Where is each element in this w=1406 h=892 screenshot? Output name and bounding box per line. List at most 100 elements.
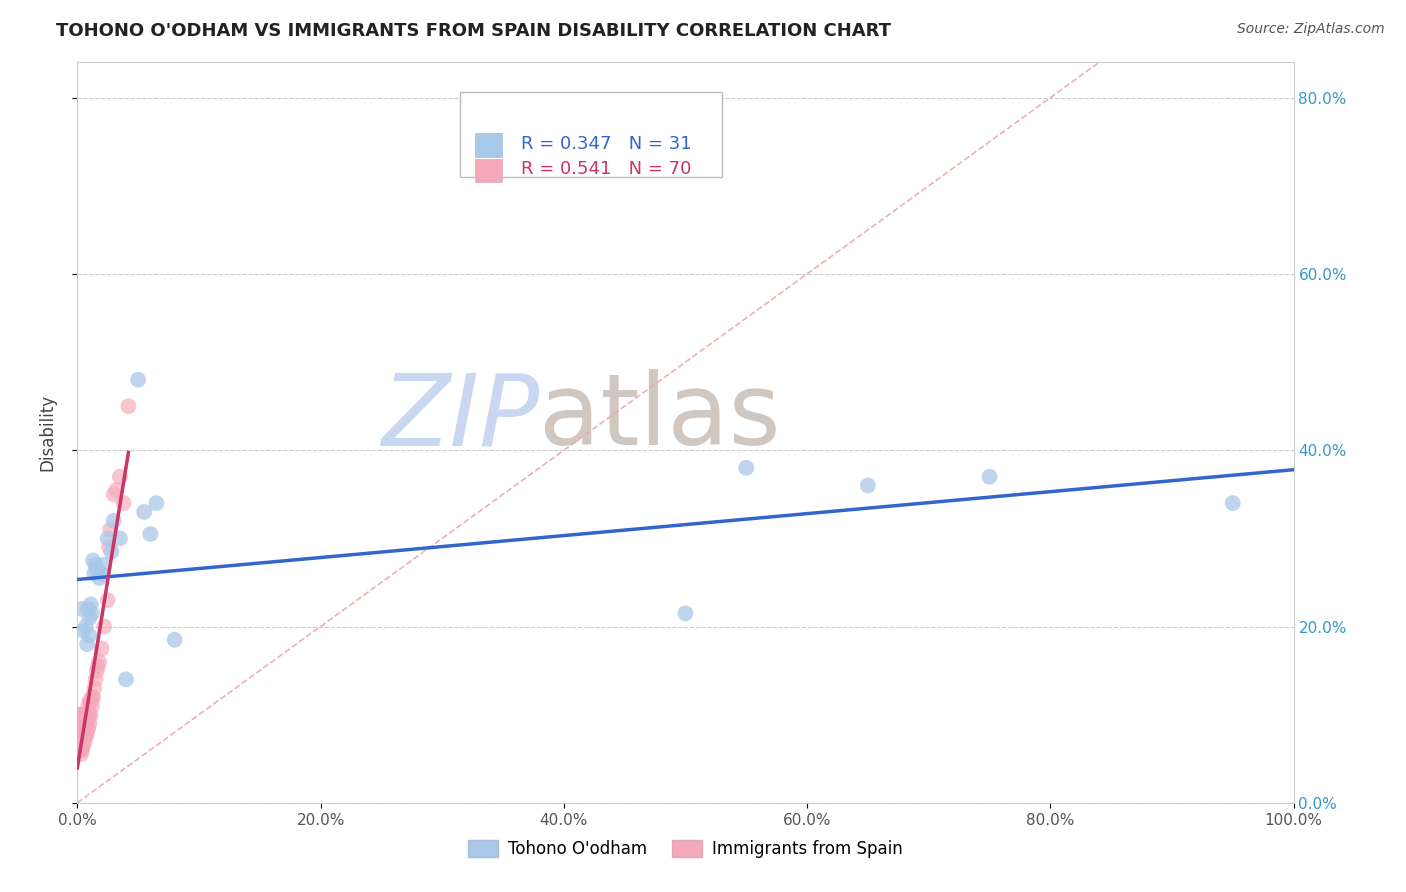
Immigrants from Spain <box>73 730 96 744</box>
Tohono O'odham <box>675 607 697 621</box>
Immigrants from Spain <box>67 730 90 744</box>
Immigrants from Spain <box>89 655 111 669</box>
Immigrants from Spain <box>79 694 101 708</box>
Immigrants from Spain <box>72 730 94 744</box>
Immigrants from Spain <box>67 707 90 722</box>
Tohono O'odham <box>93 558 115 572</box>
Immigrants from Spain <box>86 664 108 678</box>
Y-axis label: Disability: Disability <box>38 394 56 471</box>
Immigrants from Spain <box>76 707 98 722</box>
Text: TOHONO O'ODHAM VS IMMIGRANTS FROM SPAIN DISABILITY CORRELATION CHART: TOHONO O'ODHAM VS IMMIGRANTS FROM SPAIN … <box>56 22 891 40</box>
Immigrants from Spain <box>77 721 100 735</box>
Immigrants from Spain <box>70 725 93 739</box>
Immigrants from Spain <box>79 707 101 722</box>
Immigrants from Spain <box>67 734 90 748</box>
Immigrants from Spain <box>67 716 90 731</box>
Immigrants from Spain <box>80 698 103 713</box>
Immigrants from Spain <box>69 725 91 739</box>
Immigrants from Spain <box>75 730 97 744</box>
Immigrants from Spain <box>80 694 103 708</box>
Tohono O'odham <box>89 571 111 585</box>
Tohono O'odham <box>115 673 138 687</box>
Tohono O'odham <box>79 628 101 642</box>
Immigrants from Spain <box>69 739 91 753</box>
Tohono O'odham <box>103 514 125 528</box>
FancyBboxPatch shape <box>460 92 721 178</box>
Text: R = 0.347   N = 31: R = 0.347 N = 31 <box>522 135 692 153</box>
Immigrants from Spain <box>77 712 100 726</box>
Immigrants from Spain <box>70 739 93 753</box>
Immigrants from Spain <box>70 734 93 748</box>
Tohono O'odham <box>856 478 879 492</box>
Immigrants from Spain <box>77 698 100 713</box>
Immigrants from Spain <box>72 739 94 753</box>
Tohono O'odham <box>127 373 149 387</box>
Immigrants from Spain <box>69 721 91 735</box>
Immigrants from Spain <box>75 707 97 722</box>
Immigrants from Spain <box>80 690 103 704</box>
Immigrants from Spain <box>83 681 105 696</box>
Immigrants from Spain <box>105 483 128 497</box>
Text: atlas: atlas <box>540 369 782 467</box>
Text: Source: ZipAtlas.com: Source: ZipAtlas.com <box>1237 22 1385 37</box>
Immigrants from Spain <box>103 487 125 501</box>
FancyBboxPatch shape <box>475 159 502 182</box>
Tohono O'odham <box>80 598 103 612</box>
Immigrants from Spain <box>70 747 93 762</box>
Immigrants from Spain <box>72 734 94 748</box>
Immigrants from Spain <box>97 593 120 607</box>
Immigrants from Spain <box>70 743 93 757</box>
Tohono O'odham <box>83 566 105 581</box>
Tohono O'odham <box>84 558 107 572</box>
Immigrants from Spain <box>76 725 98 739</box>
Immigrants from Spain <box>70 707 93 722</box>
Immigrants from Spain <box>73 721 96 735</box>
Immigrants from Spain <box>70 707 93 722</box>
FancyBboxPatch shape <box>475 133 502 157</box>
Immigrants from Spain <box>67 743 90 757</box>
Immigrants from Spain <box>76 716 98 731</box>
Immigrants from Spain <box>75 716 97 731</box>
Immigrants from Spain <box>70 725 93 739</box>
Immigrants from Spain <box>73 712 96 726</box>
Immigrants from Spain <box>84 673 107 687</box>
Tohono O'odham <box>80 607 103 621</box>
Tohono O'odham <box>1222 496 1244 510</box>
Immigrants from Spain <box>117 399 139 413</box>
Tohono O'odham <box>79 610 101 624</box>
Immigrants from Spain <box>108 469 131 483</box>
Immigrants from Spain <box>82 690 104 704</box>
Tohono O'odham <box>108 532 131 546</box>
Immigrants from Spain <box>112 496 135 510</box>
Immigrants from Spain <box>80 707 103 722</box>
Text: ZIP: ZIP <box>381 369 540 467</box>
Immigrants from Spain <box>90 641 112 656</box>
Immigrants from Spain <box>98 523 121 537</box>
Immigrants from Spain <box>73 734 96 748</box>
Immigrants from Spain <box>69 730 91 744</box>
Tohono O'odham <box>163 632 186 647</box>
Immigrants from Spain <box>87 659 110 673</box>
Immigrants from Spain <box>70 739 93 753</box>
Tohono O'odham <box>145 496 167 510</box>
Immigrants from Spain <box>70 716 93 731</box>
Tohono O'odham <box>77 602 100 616</box>
Immigrants from Spain <box>72 716 94 731</box>
Immigrants from Spain <box>79 716 101 731</box>
Tohono O'odham <box>100 544 122 558</box>
Immigrants from Spain <box>69 743 91 757</box>
Tohono O'odham <box>735 461 758 475</box>
Tohono O'odham <box>97 532 120 546</box>
Tohono O'odham <box>72 624 94 638</box>
Immigrants from Spain <box>69 712 91 726</box>
Legend: Tohono O'odham, Immigrants from Spain: Tohono O'odham, Immigrants from Spain <box>461 833 910 865</box>
Text: R = 0.541   N = 70: R = 0.541 N = 70 <box>522 161 692 178</box>
Immigrants from Spain <box>93 619 115 633</box>
Immigrants from Spain <box>70 734 93 748</box>
Immigrants from Spain <box>72 725 94 739</box>
Immigrants from Spain <box>67 725 90 739</box>
Immigrants from Spain <box>69 734 91 748</box>
Tohono O'odham <box>134 505 156 519</box>
Tohono O'odham <box>82 553 104 567</box>
Tohono O'odham <box>90 566 112 581</box>
